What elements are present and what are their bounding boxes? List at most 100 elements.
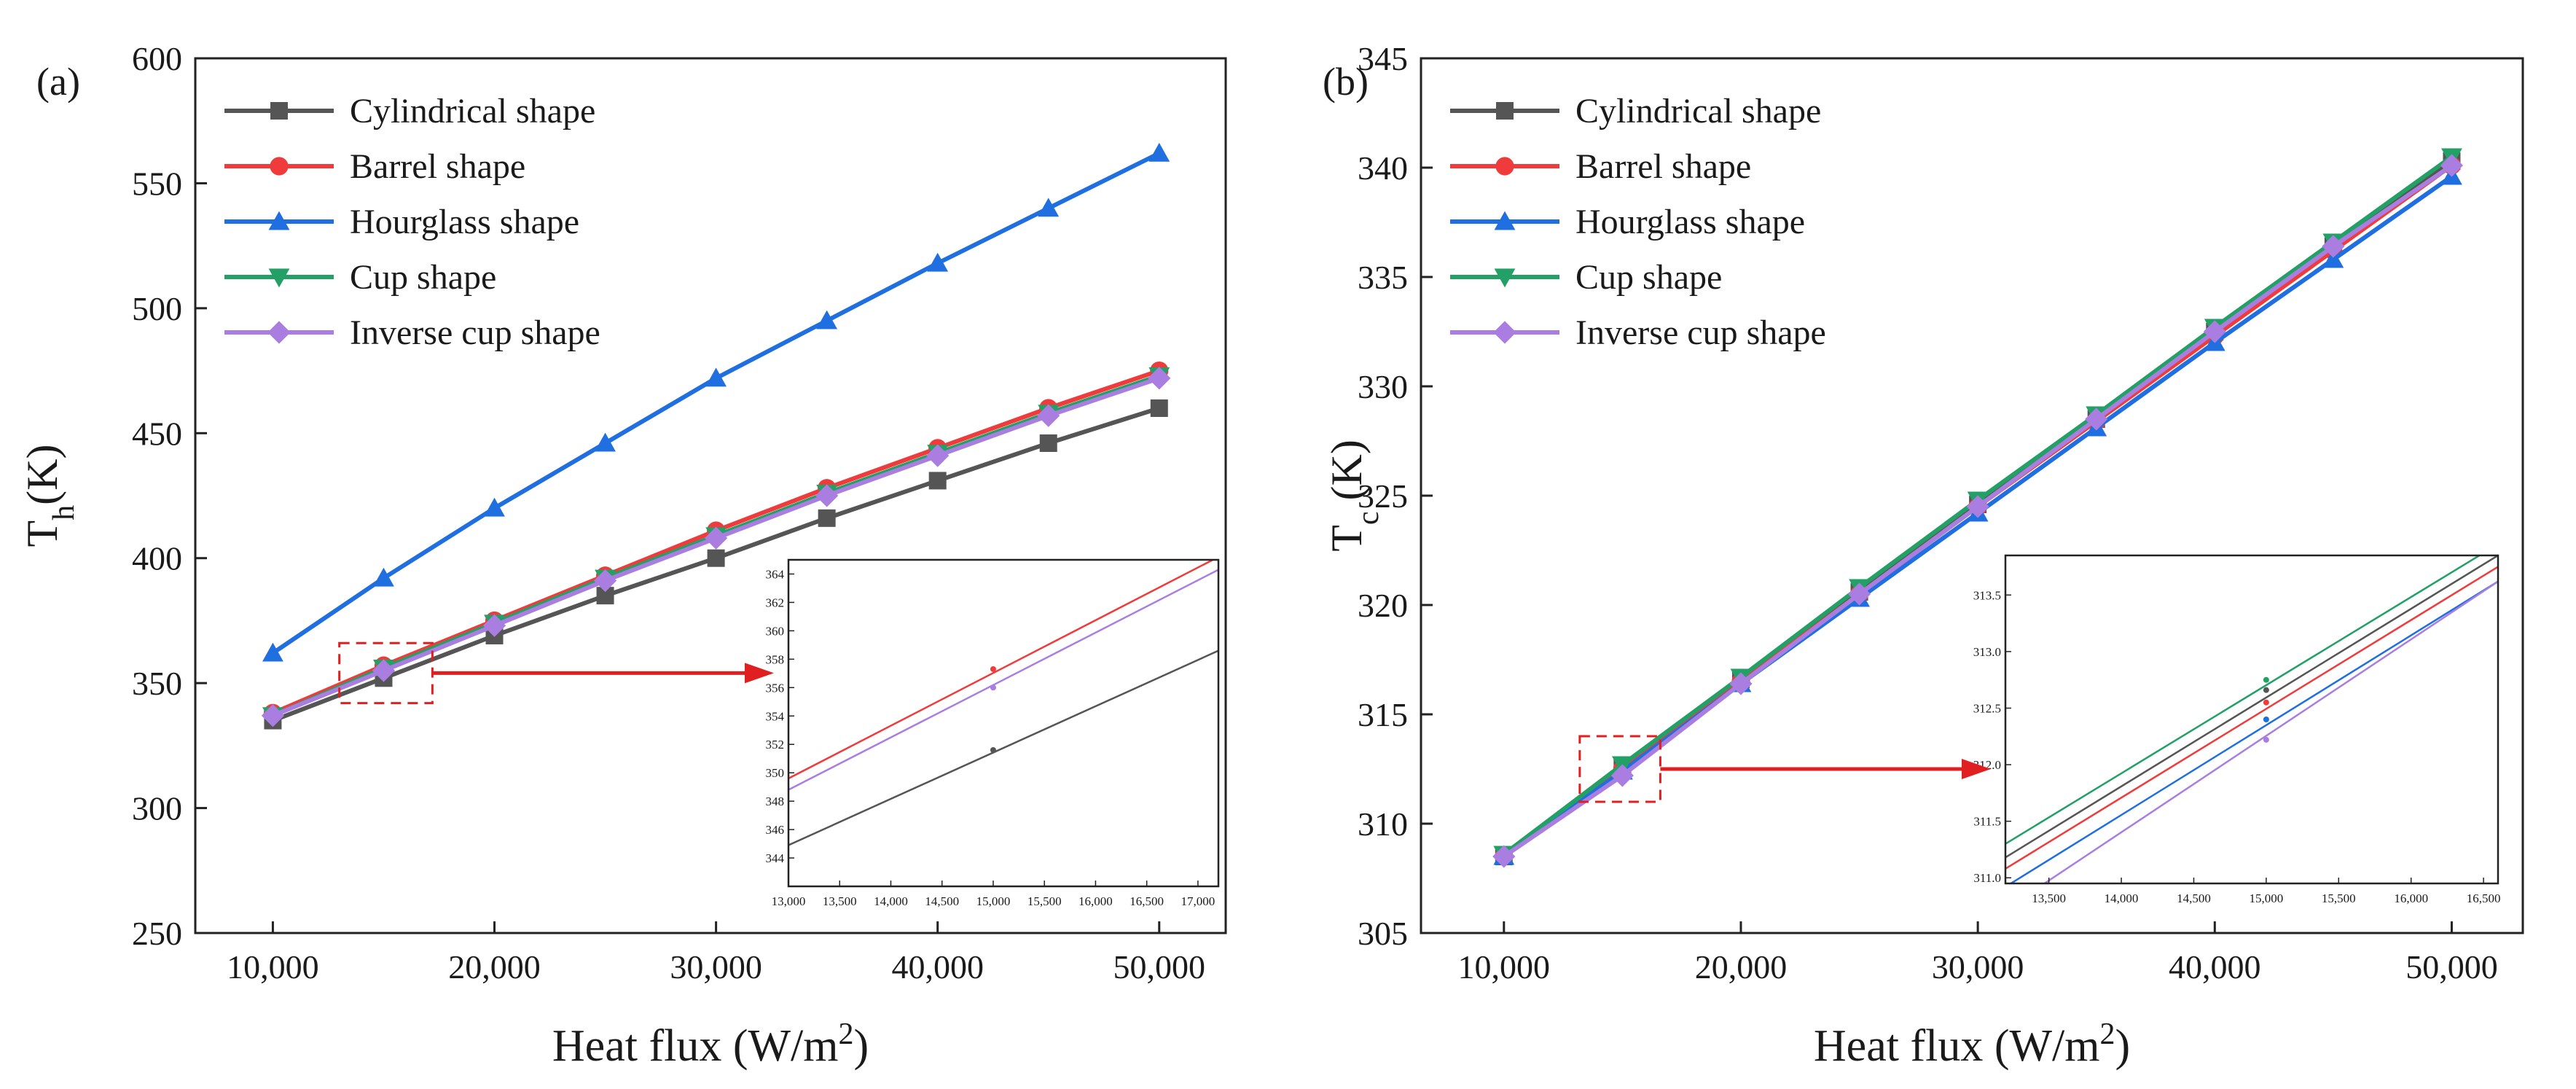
legend-label: Cup shape (1575, 258, 1722, 297)
inset-series-cup-shape (2005, 555, 2481, 845)
inset-series-line (788, 560, 1215, 780)
data-point (1492, 845, 1516, 868)
y-tick-label: 330 (1358, 368, 1408, 405)
panel-a-chart: (a) 250 300 350 400 450 500 550 600 10,000 20,000 3… (18, 40, 1227, 1071)
inset-background (788, 560, 1218, 886)
data-point (1150, 399, 1168, 417)
panel-label: (a) (36, 60, 80, 104)
inset-data-point (2263, 717, 2269, 722)
legend-label: Hourglass shape (350, 203, 579, 241)
inset-x-tick-label: 14,000 (874, 894, 908, 908)
inset-y-tick-label: 344 (766, 851, 785, 865)
data-point (1148, 142, 1170, 162)
x-label-superscript: 2 (2099, 1018, 2115, 1051)
data-point (262, 642, 283, 662)
legend-marker (270, 157, 289, 176)
series-inverse-cup-shape (1492, 154, 2464, 868)
inset-series-line (2043, 580, 2498, 883)
legend-marker (1496, 102, 1514, 120)
inset-y-tick-label: 311.5 (1973, 815, 2001, 829)
x-label-close: ) (853, 1021, 869, 1071)
x-tick-label: 30,000 (1932, 948, 2024, 985)
inset-x-tick-label: 14,000 (2105, 891, 2139, 905)
inset-y-tick-label: 312.5 (1973, 701, 2001, 715)
inset-data-point (2263, 736, 2269, 743)
inset-series-cylindrical-shape (788, 649, 1218, 846)
inset-series-cylindrical-shape (2005, 555, 2498, 859)
inset-x-tick-label: 15,000 (2250, 891, 2284, 905)
legend-marker (1493, 321, 1516, 344)
data-point (372, 659, 396, 682)
data-point (1847, 582, 1871, 606)
legend-label: Barrel shape (350, 147, 525, 186)
data-point (593, 569, 617, 593)
y-tick-label: 310 (1358, 805, 1408, 843)
y-label-main: T (1323, 525, 1371, 552)
inset-x-tick-label: 13,500 (823, 894, 857, 908)
inset-y-tick-label: 346 (766, 823, 785, 837)
legend-label: Cylindrical shape (350, 92, 595, 130)
panel-label: (b) (1323, 60, 1369, 104)
data-point (927, 252, 949, 272)
inset-x-tick-label: 17,000 (1181, 894, 1215, 908)
y-tick-label: 500 (132, 290, 182, 327)
x-tick-label: 10,000 (1458, 948, 1551, 985)
inset-x-tick-label: 16,000 (1078, 894, 1113, 908)
inset-x-tick-label: 15,500 (2322, 891, 2356, 905)
x-tick-label: 20,000 (1695, 948, 1788, 985)
inset-y-tick-label: 348 (766, 795, 785, 808)
inset-y-tick-label: 364 (766, 567, 785, 581)
inset-frame (787, 558, 1220, 888)
x-tick-label: 20,000 (448, 948, 541, 985)
y-tick-label: 320 (1358, 587, 1408, 624)
inset-data-point (2263, 687, 2269, 693)
data-point (705, 526, 728, 550)
inset-y-tick-label: 356 (766, 681, 785, 695)
legend: Cylindrical shape Barrel shape Hourglass s… (1450, 92, 1826, 352)
data-point (261, 704, 285, 727)
x-tick-label: 10,000 (227, 948, 319, 985)
y-axis-label: Tc (K) (1323, 440, 1385, 552)
data-point (816, 310, 838, 329)
inset-x-tick-label: 15,000 (976, 894, 1011, 908)
y-tick-label: 340 (1358, 149, 1408, 187)
data-point (1610, 764, 1634, 787)
plot-frame (194, 57, 1227, 934)
inset-data-point (2263, 699, 2269, 706)
legend-label: Cup shape (350, 258, 496, 297)
inset-frame (2004, 554, 2499, 885)
data-point (1148, 367, 1171, 390)
inset-y-tick-label: 362 (766, 596, 785, 609)
data-point (2203, 320, 2226, 343)
x-tick-label: 40,000 (2169, 948, 2261, 985)
x-tick-label: 30,000 (670, 948, 762, 985)
legend: Cylindrical shape Barrel shape Hourglass s… (224, 92, 600, 352)
data-point (1038, 198, 1060, 217)
data-point (1966, 495, 1989, 518)
y-tick-label: 345 (1358, 40, 1408, 77)
y-axis-label: Th(K) (18, 445, 81, 547)
y-label-subscript: c (1352, 511, 1385, 525)
x-axis-label: Heat flux (W/m2) (552, 1018, 869, 1071)
inset-y-tick-label: 358 (766, 652, 785, 666)
data-point (815, 484, 839, 507)
inset-y-tick-label: 313.5 (1973, 588, 2001, 602)
inset-series-line (2005, 555, 2498, 859)
y-label-subscript: h (47, 505, 81, 520)
data-point (1037, 404, 1060, 427)
x-label-main: Heat flux (W/m (1814, 1021, 2100, 1071)
data-point (482, 614, 506, 637)
y-tick-label: 600 (132, 40, 182, 77)
data-point (2322, 235, 2345, 258)
inset-series-line (788, 569, 1218, 791)
legend-marker (270, 102, 288, 120)
inset-x-tick-label: 13,500 (2032, 891, 2066, 905)
y-tick-label: 325 (1358, 477, 1408, 515)
x-label-superscript: 2 (838, 1018, 853, 1051)
inset-y-tick-label: 360 (766, 624, 785, 638)
y-tick-label: 550 (132, 165, 182, 202)
inset-y-tick-label: 350 (766, 766, 785, 780)
inset-x-tick-label: 16,500 (2467, 891, 2501, 905)
inset-series-line (2009, 580, 2498, 883)
